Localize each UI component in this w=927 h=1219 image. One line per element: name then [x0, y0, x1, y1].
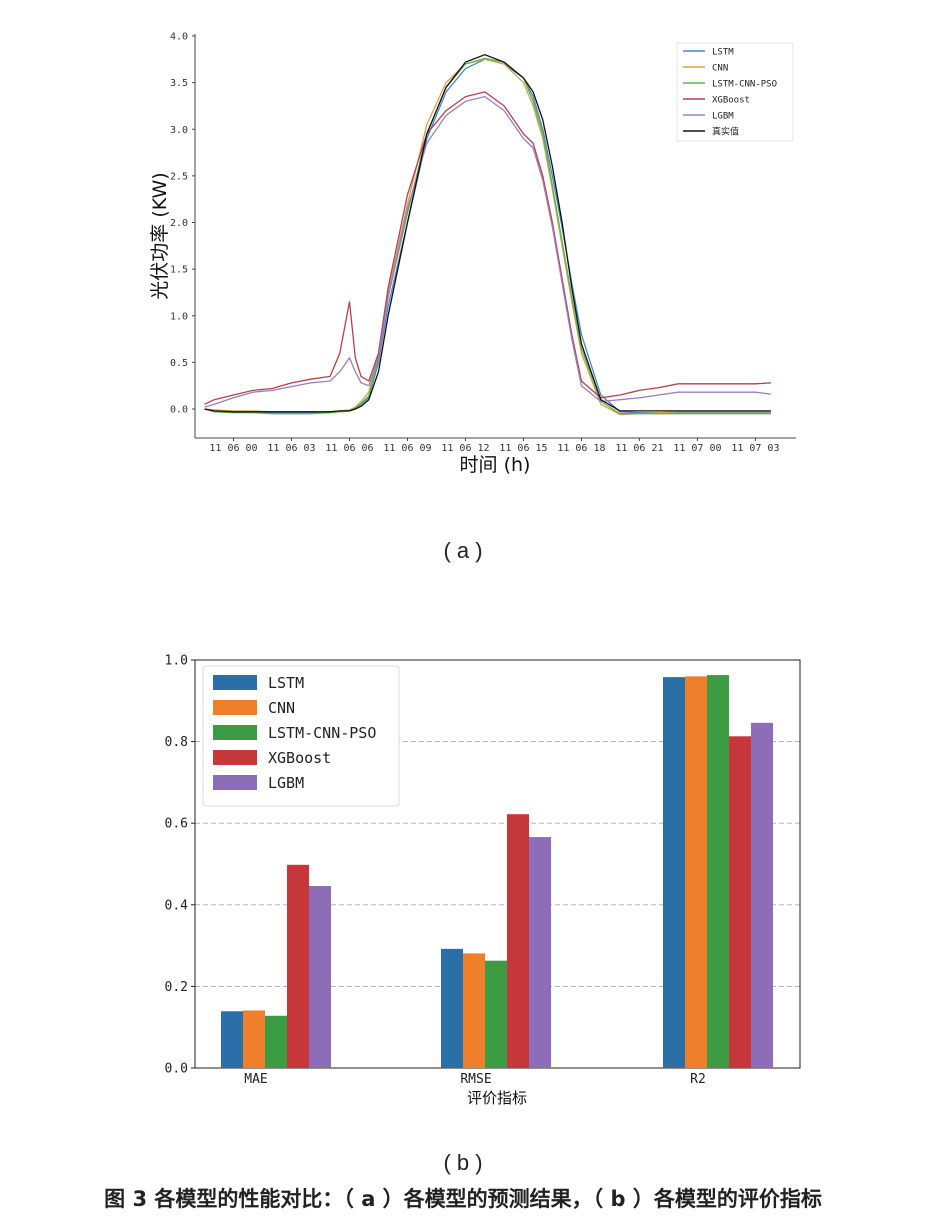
sublabel-b: ( b )	[443, 1150, 482, 1175]
legend-label-b: CNN	[268, 699, 295, 717]
series-line-lstm-cnn-pso	[204, 57, 771, 415]
legend-swatch-b	[213, 775, 257, 790]
y-tick-label-a: 1.0	[170, 311, 188, 322]
x-tick-label-a: 11 06 21	[615, 443, 663, 454]
y-tick-label-a: 1.5	[170, 265, 188, 276]
x-tick-label-b: RMSE	[460, 1072, 491, 1087]
bar-r2-xgboost	[729, 736, 751, 1068]
y-tick-label-b: 1.0	[165, 654, 188, 669]
bar-mae-xgboost	[287, 864, 309, 1068]
legend-b: LSTM CNN LSTM-CNN-PSO XGBoost LGBM	[202, 665, 400, 807]
series-line-xgboost	[204, 91, 771, 405]
y-tick-label-a: 2.0	[170, 218, 188, 229]
bar-rmse-lstm	[441, 948, 463, 1068]
bar-chart-b: 1.00.80.60.40.20.0 MAE RMSE R2 LSTMCNNLSTM…	[165, 654, 801, 1107]
bar-r2-lstm-cnn-pso	[707, 675, 729, 1068]
x-tick-label-a: 11 06 12	[441, 443, 489, 454]
sublabel-a: ( a )	[443, 538, 482, 563]
legend-a: LSTM CNN LSTM-CNN-PSO XGBoost LGBM 真实值	[676, 42, 794, 142]
bar-mae-lstm	[221, 1011, 243, 1068]
x-tick-label-a: 11 06 00	[209, 443, 257, 454]
y-tick-label-a: 0.0	[170, 405, 188, 416]
x-axis-label-a: 时间 (h)	[460, 454, 531, 476]
legend-label-a: LSTM-CNN-PSO	[712, 80, 777, 90]
legend-label-b: LGBM	[268, 774, 304, 792]
legend-label-a: LGBM	[712, 112, 734, 122]
legend-swatch-b	[213, 750, 257, 765]
y-tick-label-b: 0.4	[165, 898, 189, 913]
bar-rmse-xgboost	[507, 814, 529, 1068]
y-tick-label-a: 2.5	[170, 171, 188, 182]
figure-caption: 图 3 各模型的性能对比：（ a ）各模型的预测结果，（ b ）各模型的评价指标	[104, 1187, 822, 1211]
y-tick-label-a: 3.5	[170, 78, 188, 89]
x-tick-label-b: MAE	[244, 1072, 267, 1087]
bar-mae-lstm-cnn-pso	[265, 1015, 287, 1068]
x-tick-label-a: 11 07 00	[673, 443, 721, 454]
bar-r2-lstm	[663, 677, 685, 1068]
x-tick-label-a: 11 06 15	[499, 443, 547, 454]
legend-label-b: LSTM-CNN-PSO	[268, 724, 376, 742]
bar-rmse-cnn	[463, 953, 485, 1068]
bar-rmse-lstm-cnn-pso	[485, 960, 507, 1068]
bar-rmse-lgbm	[529, 837, 551, 1068]
legend-swatch-b	[213, 675, 257, 690]
legend-label-a: LSTM	[712, 48, 734, 58]
bar-r2-lgbm	[751, 722, 773, 1068]
legend-label-a: XGBoost	[712, 96, 750, 106]
bar-mae-lgbm	[309, 886, 331, 1068]
x-tick-label-a: 11 06 09	[383, 443, 431, 454]
y-tick-label-a: 4.0	[170, 32, 188, 43]
x-axis-label-b: 评价指标	[467, 1089, 527, 1107]
x-tick-label-a: 11 06 18	[557, 443, 605, 454]
series-line-actual	[204, 54, 771, 413]
y-axis-label-a: 光伏功率 (KW)	[149, 172, 171, 299]
y-tick-label-b: 0.8	[165, 735, 188, 750]
bar-r2-cnn	[685, 676, 707, 1068]
series-line-lgbm	[204, 95, 771, 408]
legend-label-a: CNN	[712, 64, 728, 74]
x-tick-label-a: 11 06 03	[267, 443, 315, 454]
y-tick-label-a: 0.5	[170, 358, 188, 369]
x-tick-label-b: R2	[690, 1072, 706, 1087]
y-tick-label-b: 0.2	[165, 980, 188, 995]
legend-swatch-b	[213, 700, 257, 715]
y-tick-label-a: 3.0	[170, 125, 188, 136]
line-chart-a: 4.0 3.5 3.0 2.5 2.0 1.5 1.0 0.5 0.0 11 06 00 11 0…	[149, 32, 796, 476]
legend-swatch-b	[213, 725, 257, 740]
legend-label-b: XGBoost	[268, 749, 331, 767]
y-tick-label-b: 0.6	[165, 817, 188, 832]
x-tick-label-a: 11 07 03	[731, 443, 779, 454]
y-tick-label-b: 0.0	[165, 1062, 188, 1077]
bar-mae-cnn	[243, 1010, 265, 1068]
legend-label-a: 真实值	[712, 126, 739, 138]
legend-label-b: LSTM	[268, 674, 304, 692]
x-tick-label-a: 11 06 06	[325, 443, 373, 454]
legend-box-a	[676, 42, 794, 142]
